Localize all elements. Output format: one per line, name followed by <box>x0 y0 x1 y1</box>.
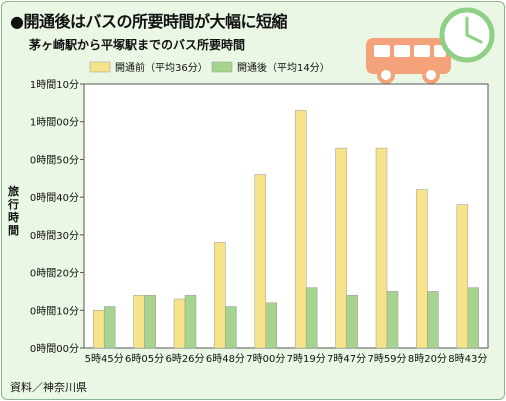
bar-after <box>144 294 156 349</box>
x-tick-label: 7時47分 <box>327 353 366 365</box>
x-tick-label: 7時00分 <box>246 353 285 365</box>
y-tick-label: 0時間00分 <box>30 343 79 355</box>
chart-title: ●開通後はバスの所要時間が大幅に短縮 <box>10 12 287 31</box>
y-axis-ticks: 0時間00分 0時間10分 0時間20分 0時間30分 0時間40分 0時間50分 1時間0… <box>30 79 84 355</box>
bar-before <box>416 189 428 349</box>
chart-subtitle: 茅ヶ崎駅から平塚駅までのバス所要時間 <box>29 38 246 52</box>
chart-legend: 開通前（平均36分） 開通後（平均14分） <box>89 61 330 74</box>
x-tick-label: 8時43分 <box>448 353 487 365</box>
bar-before <box>173 298 186 349</box>
legend-swatch-before <box>89 61 111 73</box>
bar-series <box>92 110 480 349</box>
x-tick-label: 6時26分 <box>165 353 204 365</box>
x-axis-ticks: 5時45分 6時05分 6時26分 6時48分 7時00分 7時19分 7時47分 7時59分… <box>85 353 488 365</box>
bar-after <box>386 291 399 349</box>
bar-after <box>305 287 318 349</box>
y-tick-label: 1時間10分 <box>30 79 79 91</box>
bar-after <box>265 302 278 349</box>
y-tick-label: 0時間50分 <box>30 154 79 166</box>
bar-after <box>346 294 358 349</box>
legend-swatch-after <box>211 61 233 73</box>
bar-after <box>427 291 439 349</box>
y-tick-label: 0時間40分 <box>30 192 79 204</box>
bar-after <box>103 306 116 349</box>
y-axis-label: 旅行時間 <box>8 185 19 237</box>
bus-icon <box>366 38 451 84</box>
bar-before <box>456 204 469 349</box>
bar-before <box>335 147 347 349</box>
bar-before <box>214 242 226 349</box>
y-tick-label: 0時間20分 <box>30 268 79 280</box>
x-tick-label: 7時19分 <box>287 353 326 365</box>
x-tick-label: 6時05分 <box>125 353 164 365</box>
x-tick-label: 6時48分 <box>206 353 245 365</box>
bar-before <box>133 294 145 349</box>
legend-label-before: 開通前（平均36分） <box>115 61 208 74</box>
legend-label-after: 開通後（平均14分） <box>237 61 330 74</box>
x-tick-label: 5時45分 <box>85 353 124 365</box>
y-tick-label: 0時間30分 <box>30 230 79 242</box>
bar-after <box>184 294 197 349</box>
source-note: 資料／神奈川県 <box>10 381 87 394</box>
x-tick-label: 7時59分 <box>367 353 406 365</box>
clock-icon <box>439 7 495 63</box>
x-tick-label: 8時20分 <box>408 353 447 365</box>
bar-before <box>375 147 388 349</box>
bar-after <box>467 287 480 349</box>
bar-before <box>294 110 307 349</box>
bar-before <box>92 310 105 349</box>
y-tick-label: 1時間00分 <box>30 117 79 129</box>
bar-before <box>254 174 267 349</box>
y-tick-label: 0時間10分 <box>30 305 79 317</box>
bar-after <box>225 306 237 349</box>
